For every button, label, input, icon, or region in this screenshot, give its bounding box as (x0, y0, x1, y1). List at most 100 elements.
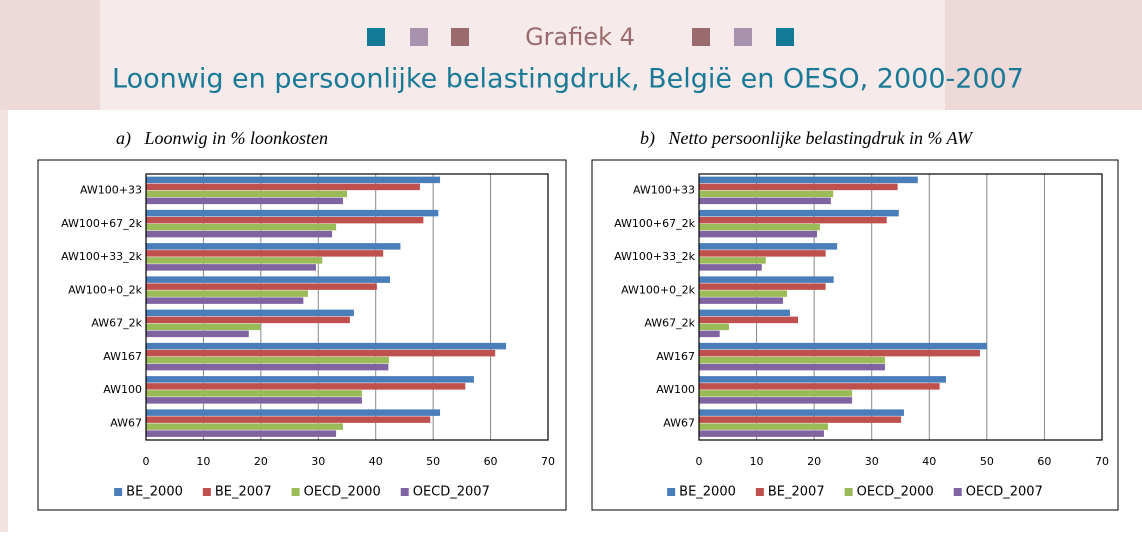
x-tick-label: 0 (143, 455, 150, 468)
bar (699, 209, 899, 217)
y-tick-label: AW100+33_2k (614, 250, 696, 263)
bar (146, 297, 304, 304)
bar (146, 356, 389, 364)
bar (146, 349, 496, 357)
bar (699, 316, 799, 324)
bar (699, 230, 818, 238)
bar (146, 330, 249, 338)
bar (146, 323, 261, 331)
bar (699, 416, 902, 423)
bar (146, 316, 350, 324)
bar (699, 423, 828, 430)
y-tick-label: AW100+33 (633, 184, 695, 197)
legend-marker (953, 488, 962, 496)
square (776, 28, 794, 46)
chart: b) Netto persoonlijke belastingdruk in %… (591, 128, 1119, 511)
bar (699, 216, 887, 224)
bar (146, 223, 337, 231)
legend-label: BE_2007 (768, 485, 825, 500)
bar (699, 309, 790, 317)
legend-marker (400, 488, 409, 496)
bar (146, 264, 316, 271)
x-tick-label: 10 (750, 455, 764, 468)
legend-label: BE_2000 (679, 485, 736, 500)
x-tick-label: 70 (1095, 455, 1109, 468)
bar (699, 283, 826, 290)
y-tick-label: AW100+0_2k (68, 283, 143, 296)
legend-marker (667, 488, 676, 496)
x-tick-label: 50 (980, 455, 994, 468)
bar (146, 283, 377, 290)
square (451, 28, 469, 46)
legend-label: OECD_2000 (304, 485, 381, 500)
y-tick-label: AW100+33 (80, 184, 142, 197)
bar (146, 397, 362, 404)
bar (699, 257, 766, 264)
bar (699, 190, 834, 198)
bar (146, 230, 333, 238)
legend-label: BE_2000 (126, 485, 183, 500)
bar (146, 250, 384, 257)
bar (699, 250, 826, 257)
x-tick-label: 20 (807, 455, 821, 468)
bar (699, 356, 885, 364)
legend-label: OECD_2007 (413, 485, 490, 500)
y-tick-label: AW100+67_2k (614, 217, 696, 230)
y-tick-label: AW67 (663, 416, 695, 429)
y-tick-label: AW167 (103, 350, 142, 363)
bar (146, 183, 420, 191)
plot-frame (145, 173, 549, 441)
bar (146, 390, 362, 397)
x-tick-label: 10 (196, 455, 210, 468)
bar (146, 176, 441, 184)
bar (146, 197, 343, 205)
bar (699, 223, 820, 231)
chart: a) Loonwig in % loonkosten 0 10 20 30 40 50 60 7… (37, 128, 567, 511)
bar (146, 276, 391, 283)
y-tick-label: AW167 (656, 350, 695, 363)
x-tick-label: 40 (369, 455, 383, 468)
header-center (100, 0, 945, 110)
legend-marker (114, 488, 123, 496)
bar (699, 276, 834, 283)
bar (699, 430, 824, 437)
bar (699, 383, 940, 390)
bar (146, 363, 389, 371)
bar (146, 409, 441, 416)
side-band (0, 0, 8, 532)
chart-subtitle: b) Netto persoonlijke belastingdruk in %… (640, 128, 974, 149)
header-decoration (367, 28, 794, 46)
square (410, 28, 428, 46)
header-title: Loonwig en persoonlijke belastingdruk, B… (112, 64, 1024, 95)
x-tick-label: 60 (1037, 455, 1051, 468)
square (734, 28, 752, 46)
square (692, 28, 710, 46)
bar (699, 323, 729, 331)
bar (146, 309, 354, 317)
legend-marker (844, 488, 853, 496)
bar (699, 397, 853, 404)
x-tick-label: 60 (484, 455, 498, 468)
x-tick-label: 30 (865, 455, 879, 468)
y-tick-label: AW67_2k (91, 317, 142, 330)
square (367, 28, 385, 46)
bar (146, 243, 401, 250)
x-tick-label: 30 (311, 455, 325, 468)
legend-label: BE_2007 (215, 485, 272, 500)
y-tick-label: AW100+67_2k (61, 217, 143, 230)
bar (699, 330, 720, 338)
bar (146, 216, 424, 224)
bar (146, 430, 337, 437)
bar (699, 297, 784, 304)
bar (699, 342, 987, 350)
bar (146, 257, 323, 264)
bar (146, 376, 474, 383)
y-tick-label: AW67 (110, 416, 142, 429)
bar (699, 290, 788, 297)
legend-label: OECD_2000 (857, 485, 934, 500)
header-label: Grafiek 4 (525, 23, 635, 51)
x-tick-label: 20 (254, 455, 268, 468)
chart-subtitle: a) Loonwig in % loonkosten (116, 128, 328, 149)
